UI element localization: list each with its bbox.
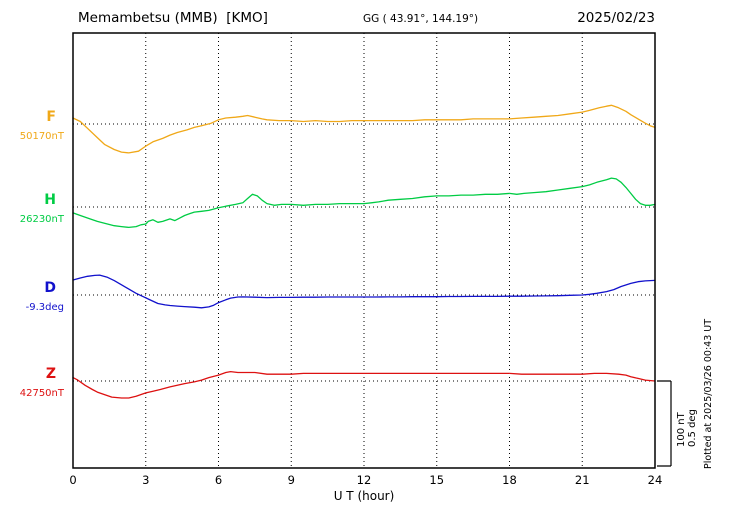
scale-nt-label: 100 nT bbox=[676, 412, 687, 447]
geo-coordinates: GG ( 43.91°, 144.19°) bbox=[363, 13, 479, 25]
x-tick-label: 3 bbox=[142, 473, 150, 487]
series-letter-Z: Z bbox=[45, 366, 56, 382]
x-tick-label: 12 bbox=[356, 473, 372, 487]
series-baseline-value-H: 26230nT bbox=[19, 214, 64, 225]
x-tick-label: 24 bbox=[647, 473, 663, 487]
x-tick-label: 21 bbox=[574, 473, 590, 487]
trace-D bbox=[72, 274, 656, 309]
series-letter-D: D bbox=[44, 280, 56, 296]
plot-border bbox=[72, 32, 656, 469]
trace-H bbox=[72, 177, 656, 229]
x-tick-label: 9 bbox=[287, 473, 295, 487]
scale-deg-label: 0.5 deg bbox=[687, 409, 698, 447]
x-axis-label: U T (hour) bbox=[333, 489, 395, 503]
series-letter-H: H bbox=[44, 192, 56, 208]
x-tick-label: 18 bbox=[502, 473, 517, 487]
scale-bar-label: 100 nT 0.5 deg bbox=[676, 409, 698, 447]
x-tick-label: 0 bbox=[69, 473, 77, 487]
series-baseline-value-D: -9.3deg bbox=[25, 302, 64, 313]
trace-F bbox=[72, 104, 656, 154]
trace-Z bbox=[72, 370, 656, 399]
date-label: 2025/02/23 bbox=[577, 10, 655, 26]
x-tick-label: 15 bbox=[429, 473, 445, 487]
series-baseline-value-Z: 42750nT bbox=[19, 388, 64, 399]
scale-bracket bbox=[657, 380, 672, 467]
series-baseline-value-F: 50170nT bbox=[19, 131, 64, 142]
station-title: Memambetsu (MMB) [KMO] bbox=[78, 10, 268, 26]
plotted-timestamp: Plotted at 2025/03/26 00:43 UT bbox=[703, 318, 714, 469]
series-letter-F: F bbox=[46, 109, 56, 125]
x-tick-label: 6 bbox=[214, 473, 223, 487]
